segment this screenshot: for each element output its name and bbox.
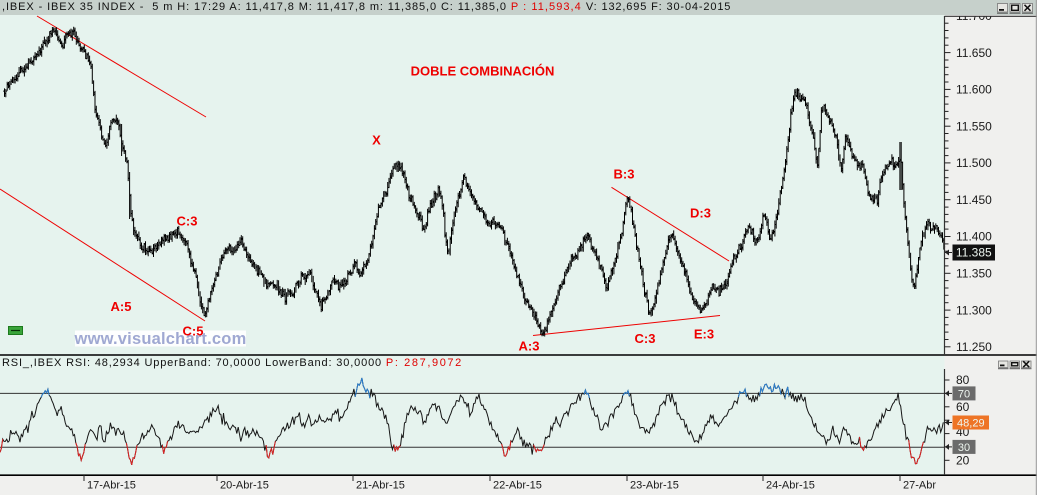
svg-text:24-Abr-15: 24-Abr-15 <box>766 480 815 492</box>
svg-text:11.700: 11.700 <box>956 9 992 23</box>
svg-text:80: 80 <box>956 373 970 387</box>
svg-text:48,29: 48,29 <box>957 418 985 430</box>
svg-text:20: 20 <box>956 454 970 468</box>
svg-text:11.300: 11.300 <box>956 303 992 317</box>
svg-text:11.450: 11.450 <box>956 193 992 207</box>
svg-text:A:5: A:5 <box>111 299 132 314</box>
svg-text:23-Abr-15: 23-Abr-15 <box>630 480 679 492</box>
svg-text:11.650: 11.650 <box>956 46 992 60</box>
svg-text:60: 60 <box>956 400 970 414</box>
svg-text:17-Abr-15: 17-Abr-15 <box>87 480 136 492</box>
svg-text:www.visualchart.com: www.visualchart.com <box>74 330 247 348</box>
svg-text:11.600: 11.600 <box>956 83 992 97</box>
svg-text:DOBLE COMBINACIÓN: DOBLE COMBINACIÓN <box>411 64 555 79</box>
svg-text:11.385: 11.385 <box>956 246 992 260</box>
svg-text:C:3: C:3 <box>177 214 198 229</box>
svg-text:C:3: C:3 <box>635 331 656 346</box>
svg-text:11.250: 11.250 <box>956 340 992 354</box>
svg-text:30: 30 <box>958 442 970 454</box>
svg-text:E:3: E:3 <box>694 327 714 342</box>
svg-text:11.500: 11.500 <box>956 156 992 170</box>
svg-text:X: X <box>372 133 381 148</box>
svg-text:70: 70 <box>958 388 970 400</box>
svg-text:C:5: C:5 <box>183 324 204 339</box>
svg-text:21-Abr-15: 21-Abr-15 <box>356 480 405 492</box>
svg-text:11.350: 11.350 <box>956 267 992 281</box>
svg-text:B:3: B:3 <box>614 167 635 182</box>
svg-text:D:3: D:3 <box>690 206 711 221</box>
svg-text:27-Abr: 27-Abr <box>903 480 936 492</box>
svg-text:22-Abr-15: 22-Abr-15 <box>493 480 542 492</box>
svg-text:20-Abr-15: 20-Abr-15 <box>220 480 269 492</box>
svg-text:11.550: 11.550 <box>956 119 992 133</box>
svg-text:11.400: 11.400 <box>956 230 992 244</box>
svg-text:A:3: A:3 <box>519 339 540 354</box>
